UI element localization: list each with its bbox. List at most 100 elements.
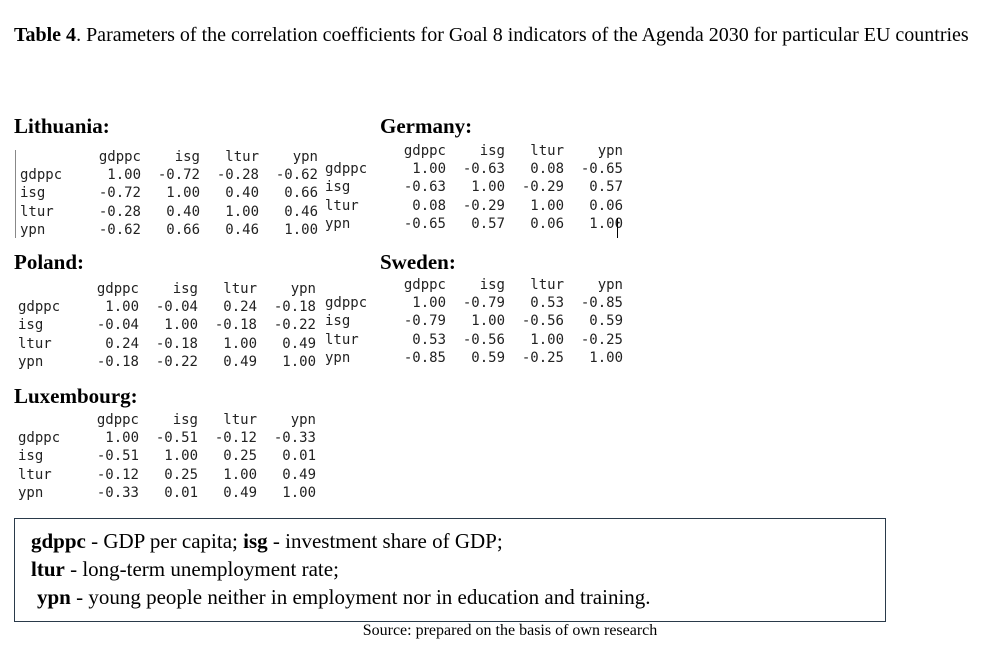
column-header-gdppc: gdppc bbox=[403, 143, 446, 160]
correlation-cell: -0.28 bbox=[98, 203, 141, 220]
correlation-cell: -0.18 bbox=[96, 353, 139, 370]
correlation-cell: -0.79 bbox=[462, 295, 505, 312]
correlation-cell: 0.46 bbox=[225, 221, 259, 238]
column-header-gdppc: gdppc bbox=[96, 412, 139, 429]
correlation-cell: -0.29 bbox=[462, 197, 505, 214]
correlation-cell: 1.00 bbox=[164, 448, 198, 465]
row-label-isg: isg bbox=[18, 317, 44, 334]
correlation-cell: 0.57 bbox=[589, 179, 623, 196]
column-header-isg: isg bbox=[172, 412, 198, 429]
row-label-ypn: ypn bbox=[18, 484, 44, 501]
matrix-header-row: gdppc isg ltur ypn bbox=[18, 411, 316, 429]
country-title-germany: Germany: bbox=[380, 114, 473, 138]
correlation-cell: 1.00 bbox=[471, 179, 505, 196]
correlation-cell: -0.04 bbox=[155, 299, 198, 316]
correlation-cell: 0.08 bbox=[412, 197, 446, 214]
matrix-corner-cell bbox=[18, 280, 80, 298]
correlation-cell: 0.53 bbox=[412, 331, 446, 348]
correlation-cell: -0.85 bbox=[403, 349, 446, 366]
row-label-isg: isg bbox=[20, 185, 46, 202]
row-label-ltur: ltur bbox=[18, 466, 52, 483]
matrix-row-ltur: ltur 0.24 -0.18 1.00 0.49 bbox=[18, 335, 316, 353]
correlation-cell: -0.12 bbox=[96, 466, 139, 483]
correlation-cell: 1.00 bbox=[412, 161, 446, 178]
row-label-ltur: ltur bbox=[18, 335, 52, 352]
correlation-cell: 0.53 bbox=[530, 295, 564, 312]
matrix-row-isg: isg -0.79 1.00 -0.56 0.59 bbox=[325, 312, 623, 330]
matrix-row-isg: isg -0.51 1.00 0.25 0.01 bbox=[18, 447, 316, 465]
matrix-row-ltur: ltur -0.12 0.25 1.00 0.49 bbox=[18, 466, 316, 484]
correlation-cell: -0.56 bbox=[462, 331, 505, 348]
row-label-gdppc: gdppc bbox=[325, 295, 368, 312]
correlation-cell: 1.00 bbox=[282, 484, 316, 501]
matrix-corner-cell bbox=[20, 148, 82, 166]
correlation-cell: -0.25 bbox=[521, 349, 564, 366]
legend-line-2: ltur - long-term unemployment rate; bbox=[31, 555, 885, 583]
correlation-cell: 1.00 bbox=[166, 185, 200, 202]
correlation-cell: -0.65 bbox=[580, 161, 623, 178]
country-title-lithuania: Lithuania: bbox=[14, 114, 110, 138]
matrix-row-ypn: ypn -0.85 0.59 -0.25 1.00 bbox=[325, 349, 623, 367]
correlation-cell: 0.08 bbox=[530, 161, 564, 178]
correlation-cell: 0.24 bbox=[223, 299, 257, 316]
row-label-ltur: ltur bbox=[20, 203, 54, 220]
row-label-ypn: ypn bbox=[325, 215, 351, 232]
country-title-luxembourg: Luxembourg: bbox=[14, 384, 138, 408]
correlation-cell: -0.25 bbox=[580, 331, 623, 348]
row-label-ltur: ltur bbox=[325, 331, 359, 348]
correlation-cell: 0.57 bbox=[471, 215, 505, 232]
legend-def-ltur: - long-term unemployment rate; bbox=[64, 557, 339, 581]
correlation-cell: 0.40 bbox=[225, 185, 259, 202]
matrix-header-row: gdppc isg ltur ypn bbox=[325, 276, 623, 294]
column-header-ypn: ypn bbox=[597, 277, 623, 294]
row-label-gdppc: gdppc bbox=[18, 430, 61, 447]
matrix-poland: gdppc isg ltur ypn gdppc 1.00 -0.04 0.24 -0.18 is… bbox=[18, 280, 316, 371]
row-label-ypn: ypn bbox=[325, 349, 351, 366]
correlation-cell: -0.65 bbox=[403, 215, 446, 232]
legend-term-isg: isg bbox=[243, 529, 268, 553]
legend-term-gdppc: gdppc bbox=[31, 529, 86, 553]
correlation-cell: -0.63 bbox=[462, 161, 505, 178]
column-header-isg: isg bbox=[174, 149, 200, 166]
legend-term-ltur: ltur bbox=[31, 557, 65, 581]
correlation-cell: 0.01 bbox=[164, 484, 198, 501]
text-cursor bbox=[617, 218, 618, 238]
correlation-cell: -0.62 bbox=[275, 167, 318, 184]
correlation-cell: -0.85 bbox=[580, 295, 623, 312]
legend-line-3: ypn - young people neither in employment… bbox=[31, 583, 885, 611]
legend-def-ypn: - young people neither in employment nor… bbox=[70, 585, 651, 609]
column-header-gdppc: gdppc bbox=[98, 149, 141, 166]
left-border-line bbox=[15, 150, 16, 238]
correlation-cell: -0.51 bbox=[96, 448, 139, 465]
country-title-poland: Poland: bbox=[14, 250, 85, 274]
correlation-cell: -0.18 bbox=[155, 335, 198, 352]
matrix-row-isg: isg -0.72 1.00 0.40 0.66 bbox=[20, 184, 318, 202]
row-label-isg: isg bbox=[18, 448, 44, 465]
legend-line-1: gdppc - GDP per capita; isg - investment… bbox=[31, 527, 885, 555]
correlation-cell: -0.33 bbox=[273, 430, 316, 447]
caption-text: . Parameters of the correlation coeffici… bbox=[76, 24, 969, 46]
correlation-cell: -0.72 bbox=[157, 167, 200, 184]
legend-def-gdppc: - GDP per capita; bbox=[85, 529, 244, 553]
correlation-cell: 1.00 bbox=[530, 331, 564, 348]
matrix-lithuania: gdppc isg ltur ypn gdppc 1.00 -0.72 -0.28 -0.62 i… bbox=[20, 148, 318, 239]
correlation-cell: 0.59 bbox=[589, 313, 623, 330]
correlation-cell: -0.18 bbox=[273, 299, 316, 316]
column-header-ltur: ltur bbox=[530, 277, 564, 294]
correlation-cell: 1.00 bbox=[412, 295, 446, 312]
column-header-ypn: ypn bbox=[597, 143, 623, 160]
correlation-cell: -0.51 bbox=[155, 430, 198, 447]
matrix-corner-cell bbox=[18, 411, 80, 429]
legend-term-ypn: ypn bbox=[37, 585, 71, 609]
correlation-cell: -0.22 bbox=[155, 353, 198, 370]
correlation-cell: -0.72 bbox=[98, 185, 141, 202]
column-header-isg: isg bbox=[479, 277, 505, 294]
column-header-ltur: ltur bbox=[225, 149, 259, 166]
correlation-cell: 1.00 bbox=[223, 466, 257, 483]
table-label: Table 4 bbox=[14, 24, 77, 46]
row-label-gdppc: gdppc bbox=[325, 161, 368, 178]
column-header-ltur: ltur bbox=[530, 143, 564, 160]
row-label-ypn: ypn bbox=[20, 221, 46, 238]
correlation-cell: -0.56 bbox=[521, 313, 564, 330]
correlation-cell: 1.00 bbox=[589, 349, 623, 366]
